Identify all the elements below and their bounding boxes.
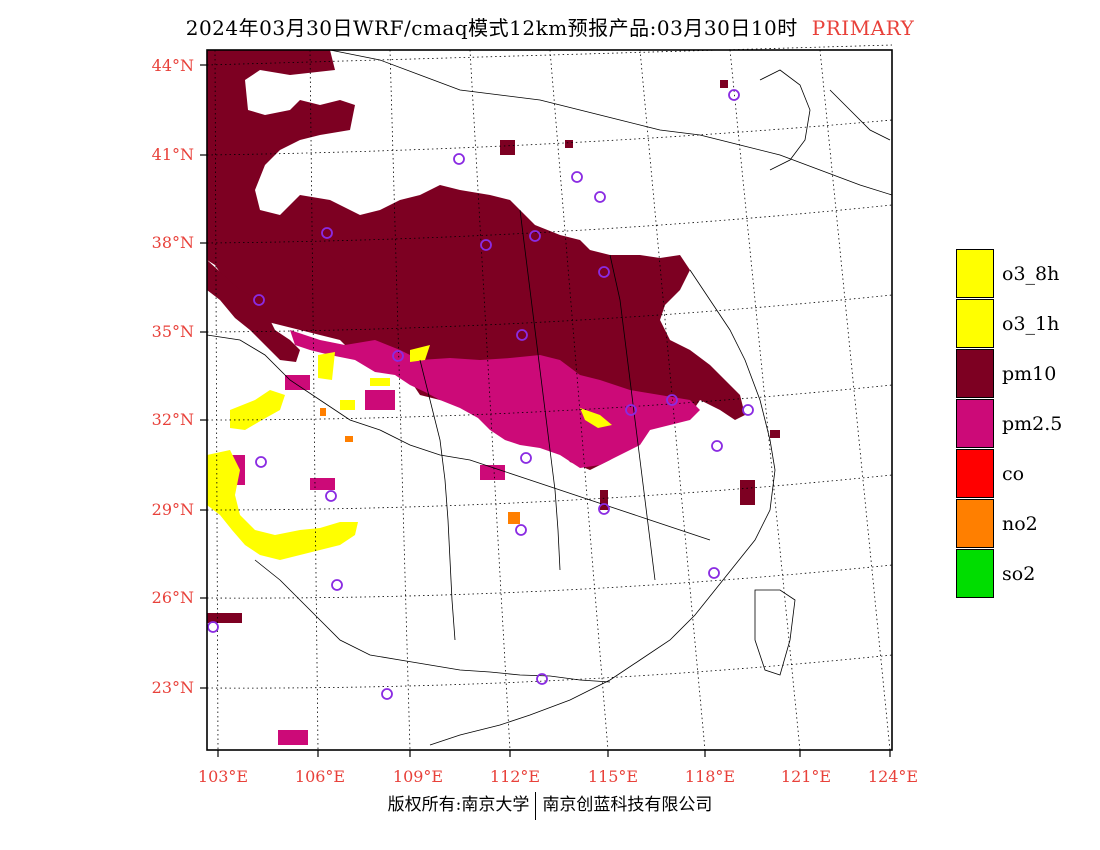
- lat-label-44: 44°N: [151, 56, 194, 75]
- lat-label-38: 38°N: [151, 233, 194, 252]
- lon-label-103: 103°E: [197, 767, 249, 786]
- legend-swatch: [956, 549, 994, 598]
- footer-separator: [535, 791, 537, 820]
- lat-label-29: 29°N: [151, 500, 194, 519]
- legend: o3_8h o3_1h pm10 pm2.5 co no2 so2: [956, 249, 1076, 599]
- lon-label-106: 106°E: [294, 767, 346, 786]
- legend-item-so2: so2: [956, 549, 1076, 599]
- legend-label: so2: [1002, 563, 1036, 585]
- lon-label-121: 121°E: [780, 767, 832, 786]
- legend-item-o3-8h: o3_8h: [956, 249, 1076, 299]
- lon-label-109: 109°E: [392, 767, 444, 786]
- legend-swatch: [956, 299, 994, 348]
- lat-label-35: 35°N: [151, 322, 194, 341]
- legend-swatch: [956, 249, 994, 298]
- legend-label: pm10: [1002, 363, 1057, 385]
- station-markers: [207, 89, 754, 700]
- map-title: 2024年03月30日WRF/cmaq模式12km预报产品:03月30日10时 P…: [0, 12, 1100, 41]
- legend-swatch: [956, 349, 994, 398]
- copyright-footer: 版权所有:南京大学 南京创蓝科技有限公司: [0, 790, 1100, 820]
- copyright-company: 南京创蓝科技有限公司: [542, 795, 713, 815]
- legend-item-o3-1h: o3_1h: [956, 299, 1076, 349]
- legend-item-pm10: pm10: [956, 349, 1076, 399]
- lat-label-32: 32°N: [151, 410, 194, 429]
- legend-swatch: [956, 499, 994, 548]
- title-primary-tag: PRIMARY: [811, 16, 915, 40]
- legend-label: pm2.5: [1002, 413, 1063, 435]
- lon-label-124: 124°E: [867, 767, 919, 786]
- title-main: 2024年03月30日WRF/cmaq模式12km预报产品:03月30日10时: [185, 16, 798, 40]
- pm10-region: [207, 50, 780, 623]
- legend-label: o3_1h: [1002, 313, 1060, 335]
- legend-label: co: [1002, 463, 1025, 485]
- legend-item-no2: no2: [956, 499, 1076, 549]
- lat-label-26: 26°N: [151, 588, 194, 607]
- map-frame: [206, 49, 893, 751]
- legend-label: o3_8h: [1002, 263, 1060, 285]
- legend-swatch: [956, 399, 994, 448]
- lat-label-41: 41°N: [151, 145, 194, 164]
- lon-label-118: 118°E: [684, 767, 736, 786]
- graticule: [206, 44, 893, 751]
- lat-label-23: 23°N: [151, 678, 194, 697]
- legend-label: no2: [1002, 513, 1038, 535]
- copyright-owner: 版权所有:南京大学: [387, 795, 530, 815]
- axis-ticks: [200, 64, 891, 757]
- lon-label-115: 115°E: [587, 767, 639, 786]
- legend-item-pm25: pm2.5: [956, 399, 1076, 449]
- no2-region: [320, 408, 520, 524]
- legend-item-co: co: [956, 449, 1076, 499]
- lon-label-112: 112°E: [489, 767, 541, 786]
- legend-swatch: [956, 449, 994, 498]
